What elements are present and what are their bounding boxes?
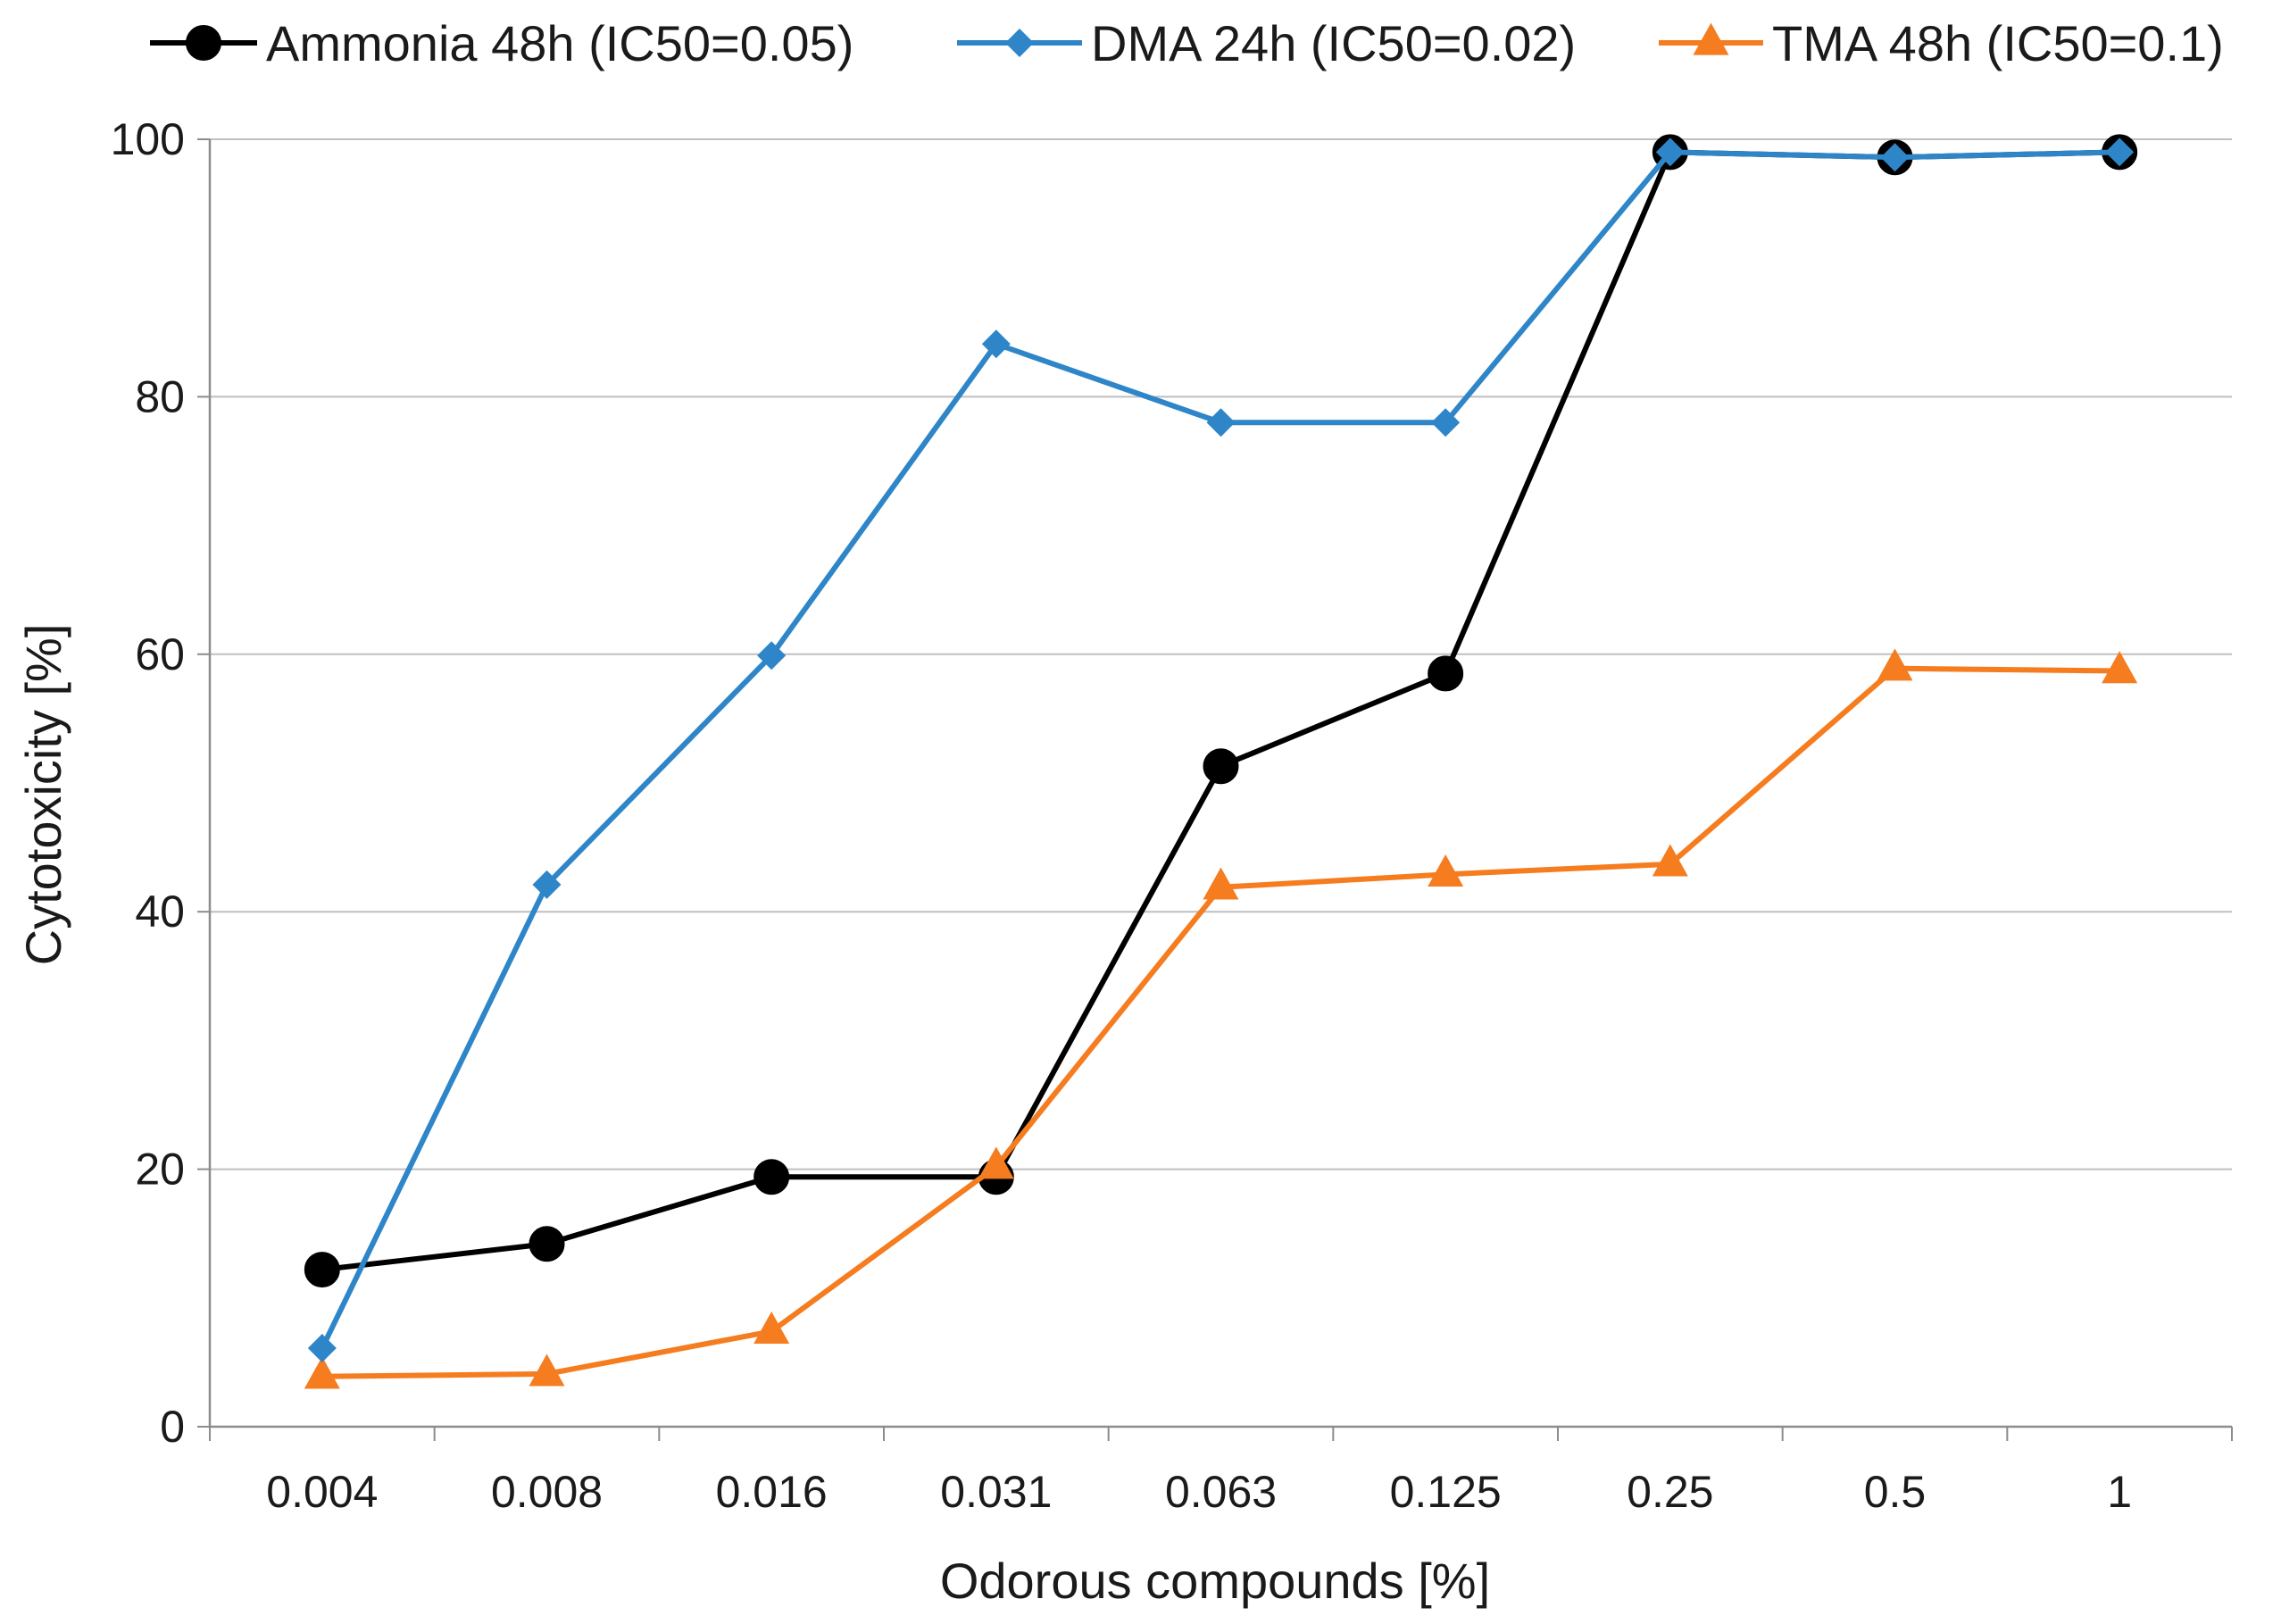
x-tick-label: 0.016	[716, 1467, 828, 1517]
data-point	[529, 1226, 565, 1262]
axes: 0 20 40 60 80 100 0.004 0.008 0.016 0.031 0.063 0.1…	[111, 114, 2233, 1517]
legend-marker	[1005, 29, 1034, 57]
y-tick-label: 100	[111, 114, 185, 164]
legend-item: DMA 24h (IC50=0.02)	[957, 15, 1576, 71]
x-tick-label: 1	[2107, 1467, 2132, 1517]
y-tick-label: 20	[135, 1145, 185, 1195]
data-point	[757, 641, 787, 670]
grid-lines	[210, 138, 2232, 1170]
x-axis-title: Odorous compounds [%]	[940, 1553, 1490, 1609]
x-tick-label: 0.125	[1390, 1467, 1502, 1517]
legend-marker	[1693, 22, 1729, 55]
series-2	[304, 648, 2138, 1389]
legend-item: TMA 48h (IC50=0.1)	[1659, 15, 2224, 71]
data-point	[2102, 651, 2138, 684]
data-point	[2105, 137, 2135, 167]
y-tick-label: 0	[160, 1402, 185, 1452]
data-point	[753, 1311, 790, 1344]
x-tick-label: 0.004	[266, 1467, 378, 1517]
data-point	[1652, 844, 1688, 877]
data-point	[1655, 137, 1685, 167]
data-point	[1206, 408, 1236, 437]
legend: Ammonia 48h (IC50=0.05) DMA 24h (IC50=0.0…	[150, 15, 2224, 71]
legend-label: Ammonia 48h (IC50=0.05)	[266, 15, 853, 71]
data-point	[1428, 655, 1464, 692]
data-point	[307, 1334, 337, 1363]
y-tick-label: 40	[135, 887, 185, 937]
data-point	[1203, 867, 1239, 900]
y-tick-label: 80	[135, 371, 185, 421]
x-tick-label: 0.5	[1864, 1467, 1927, 1517]
x-tick-label: 0.25	[1627, 1467, 1713, 1517]
x-tick-label: 0.008	[491, 1467, 603, 1517]
y-axis-title: Cytotoxicity [%]	[15, 624, 71, 966]
series-0	[304, 134, 2138, 1288]
y-tick-label: 60	[135, 629, 185, 679]
legend-item: Ammonia 48h (IC50=0.05)	[150, 15, 853, 71]
legend-label: TMA 48h (IC50=0.1)	[1772, 15, 2224, 71]
data-point	[981, 329, 1011, 359]
series-1	[307, 137, 2135, 1363]
data-series	[304, 134, 2138, 1389]
data-point	[1877, 648, 1913, 681]
data-point	[1203, 748, 1239, 785]
data-point	[304, 1252, 340, 1288]
data-point	[1431, 408, 1461, 437]
legend-marker	[186, 25, 221, 61]
data-point	[978, 1146, 1014, 1179]
data-point	[1428, 854, 1464, 887]
data-point	[753, 1159, 790, 1195]
data-point	[529, 1353, 565, 1387]
x-tick-label: 0.031	[940, 1467, 1052, 1517]
data-point	[1880, 143, 1910, 172]
data-point	[532, 870, 562, 899]
data-point	[304, 1356, 340, 1389]
x-tick-label: 0.063	[1165, 1467, 1277, 1517]
legend-label: DMA 24h (IC50=0.02)	[1091, 15, 1576, 71]
